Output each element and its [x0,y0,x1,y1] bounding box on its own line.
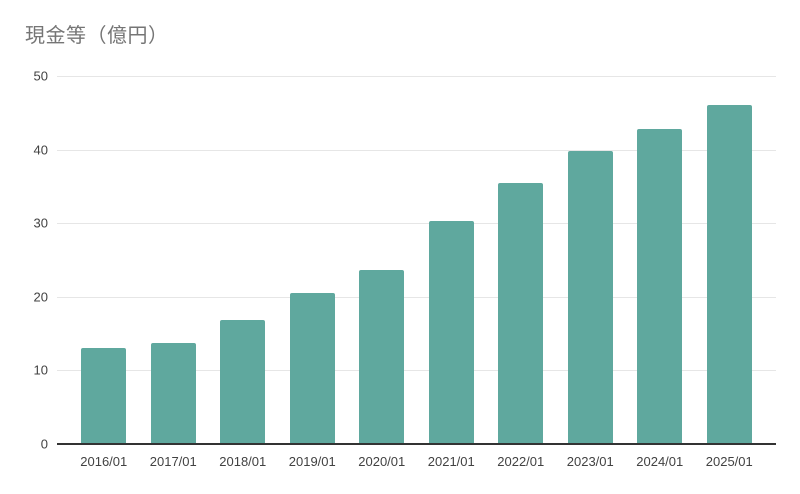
x-tick-label: 2020/01 [358,454,406,469]
x-tick-label: 2023/01 [566,454,614,469]
bar-band [347,76,417,444]
bar-band [278,76,348,444]
bar[interactable] [498,183,544,444]
bar[interactable] [289,293,335,444]
x-axis-baseline [57,443,776,445]
bar-band [417,76,487,444]
bar-band [486,76,556,444]
y-axis: 0 10 20 30 40 50 [0,69,48,452]
plot-area [57,76,776,445]
y-tick-label: 40 [33,142,48,158]
x-tick-label: 2019/01 [288,454,336,469]
bar[interactable] [637,129,683,444]
bar[interactable] [81,348,127,444]
bar[interactable] [220,320,266,444]
y-tick-label: 0 [40,436,48,452]
gridline [57,296,776,298]
bar[interactable] [428,221,474,444]
bar[interactable] [567,151,613,444]
x-tick-label: 2024/01 [636,454,684,469]
x-tick-label: 2016/01 [80,454,128,469]
bars-layer [57,76,776,444]
x-tick-label: 2025/01 [705,454,753,469]
gridline [57,149,776,151]
x-tick-label: 2017/01 [149,454,197,469]
gridline [57,370,776,372]
bar-band [556,76,626,444]
x-tick-label: 2022/01 [497,454,545,469]
bar[interactable] [706,105,752,444]
y-tick-label: 50 [33,68,48,84]
bar-band [695,76,765,444]
y-tick-label: 20 [33,289,48,305]
bar-band [139,76,209,444]
bar-band [625,76,695,444]
gridline [57,76,776,77]
chart-title: 現金等（億円） [25,25,169,47]
bar[interactable] [150,343,196,444]
y-tick-label: 30 [33,215,48,231]
x-tick-label: 2021/01 [427,454,475,469]
gridline [57,223,776,225]
x-axis: 2016/01 2017/01 2018/01 2019/01 2020/01 2021/… [57,445,776,469]
x-tick-label: 2018/01 [219,454,267,469]
bar[interactable] [359,269,405,444]
y-tick-label: 10 [33,362,48,378]
bar-band [208,76,278,444]
bar-band [69,76,139,444]
